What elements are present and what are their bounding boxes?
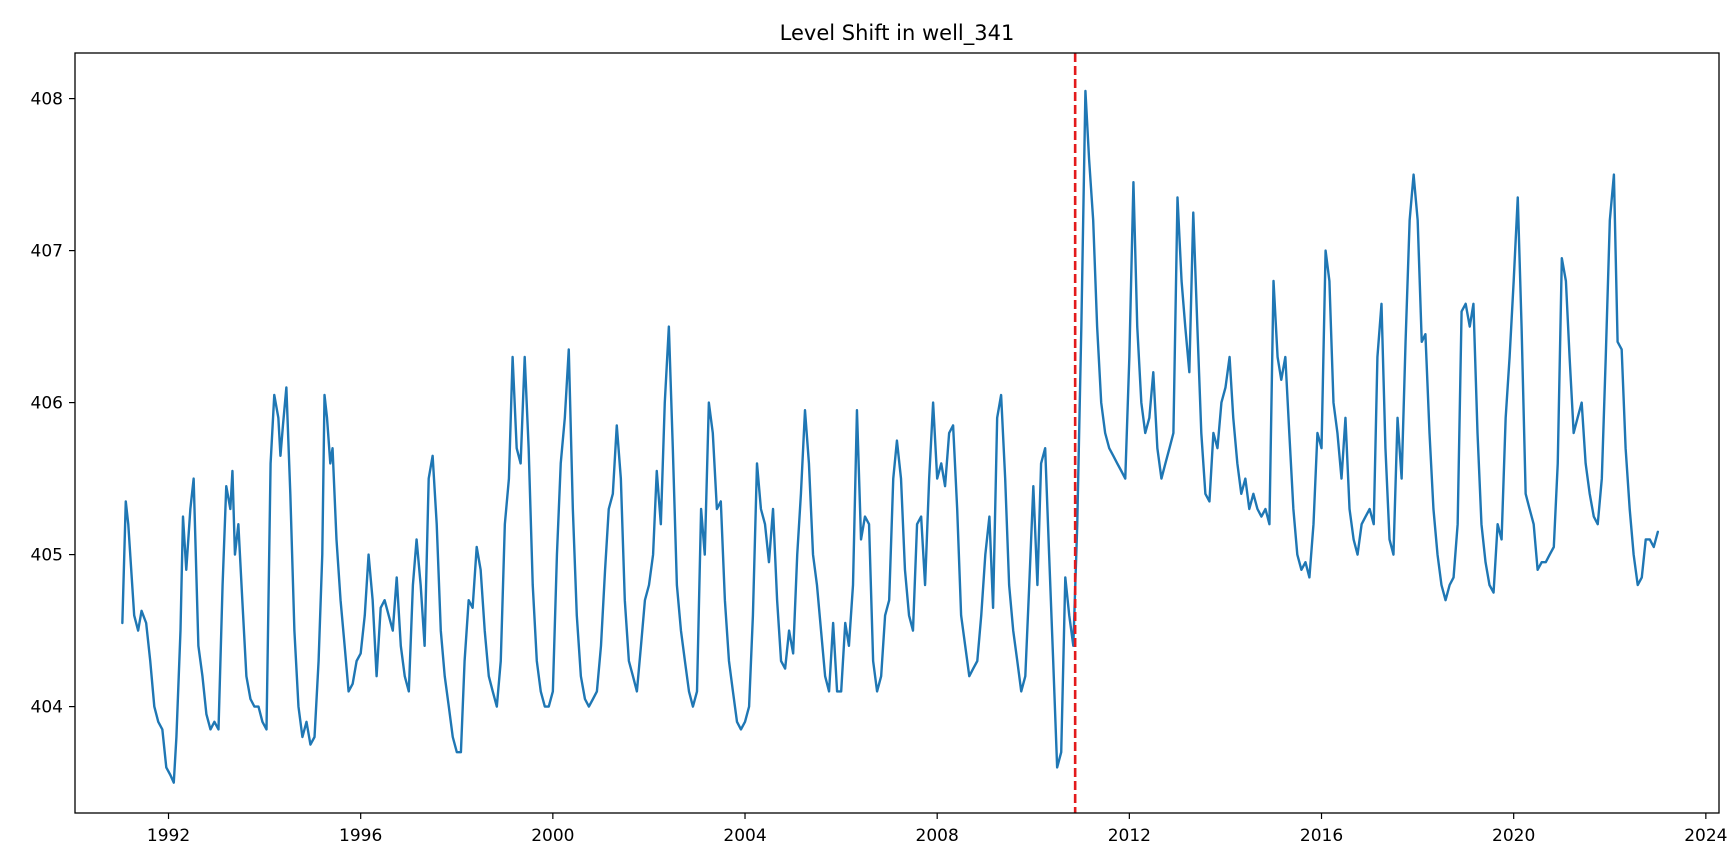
- y-tick-label: 406: [31, 394, 63, 414]
- axes-frame: [74, 52, 1720, 814]
- x-tick-label: 1996: [339, 826, 382, 846]
- chart-title: Level Shift in well_341: [780, 21, 1015, 46]
- x-tick-label: 2012: [1108, 826, 1151, 846]
- x-tick-label: 1992: [147, 826, 190, 846]
- x-tick-label: 2000: [531, 826, 574, 846]
- y-tick-label: 408: [31, 90, 63, 110]
- plot-area: [121, 53, 1660, 813]
- x-axis: 1992 1996 2000 2004 2008 2012 2016 2020 2024: [147, 813, 1727, 846]
- y-axis: 404 405 406 407 408: [31, 90, 75, 718]
- x-tick-label: 2008: [916, 826, 959, 846]
- y-tick-label: 404: [31, 698, 63, 718]
- y-tick-label: 405: [31, 546, 63, 566]
- x-tick-label: 2020: [1492, 826, 1535, 846]
- y-tick-label: 407: [31, 242, 63, 262]
- x-tick-label: 2004: [723, 826, 766, 846]
- series-line-0: [121, 89, 1660, 784]
- x-tick-label: 2016: [1300, 826, 1343, 846]
- x-tick-label: 2024: [1684, 826, 1727, 846]
